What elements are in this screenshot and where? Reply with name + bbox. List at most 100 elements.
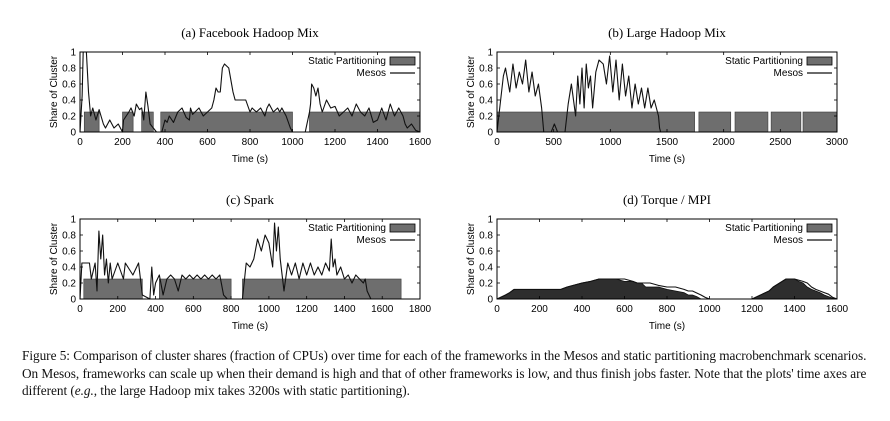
y-tick-label: 0.8 <box>62 64 76 75</box>
y-tick-label: 0.4 <box>479 96 493 107</box>
static-bar <box>83 111 100 133</box>
x-tick-label: 1200 <box>741 304 764 315</box>
legend-label-static: Static Partitioning <box>725 56 803 67</box>
x-tick-label: 2500 <box>769 137 792 148</box>
static-bar <box>122 111 134 133</box>
chart-panel-2: 0 0.2 0.4 0.6 0.8 1 0 500 1000 1500 2000 2500 3000 (b… <box>466 25 849 165</box>
x-axis-label: Time (s) <box>649 321 685 332</box>
y-tick-label: 0.4 <box>62 263 76 274</box>
x-tick-label: 800 <box>223 304 240 315</box>
y-tick-label: 0.8 <box>479 64 493 75</box>
x-tick-label: 1800 <box>409 304 432 315</box>
x-tick-label: 400 <box>157 137 174 148</box>
caption-label: Figure 5: <box>22 348 70 363</box>
mesos-line <box>79 51 421 133</box>
x-axis-label: Time (s) <box>649 154 685 165</box>
x-tick-label: 400 <box>574 304 591 315</box>
y-tick-label: 0.6 <box>62 247 76 258</box>
y-tick-label: 0 <box>487 295 493 306</box>
y-tick-label: 0.4 <box>62 96 76 107</box>
x-tick-label: 1400 <box>366 137 389 148</box>
x-tick-label: 600 <box>616 304 633 315</box>
y-tick-label: 1 <box>70 48 76 59</box>
y-tick-label: 0.6 <box>479 80 493 91</box>
x-tick-label: 0 <box>494 137 500 148</box>
x-tick-label: 0 <box>77 137 83 148</box>
x-tick-label: 1500 <box>656 137 679 148</box>
y-tick-label: 0.8 <box>479 231 493 242</box>
static-bar <box>83 278 143 300</box>
legend-label-mesos: Mesos <box>357 68 386 79</box>
y-tick-label: 0 <box>70 128 76 139</box>
x-tick-label: 1000 <box>258 304 281 315</box>
y-tick-label: 0.6 <box>479 247 493 258</box>
caption-text: Comparison of cluster shares (fraction o… <box>22 348 867 399</box>
x-tick-label: 2000 <box>713 137 736 148</box>
legend-swatch-static <box>806 223 833 233</box>
chart-title: (a) Facebook Hadoop Mix <box>181 25 319 40</box>
figure-5-charts: 00.20.40.60.810 200 400 600 800 1000 1200 1400 1… <box>49 25 849 332</box>
y-axis-label: Share of Cluster <box>466 55 477 128</box>
static-bar <box>159 278 232 300</box>
chart-panel-3: 0 0.2 0.4 0.6 0.8 1 0 200 400 600 800 1000 1200 1400 1… <box>49 192 432 332</box>
x-tick-label: 1400 <box>333 304 356 315</box>
legend-swatch-static <box>806 56 833 66</box>
legend-label-mesos: Mesos <box>774 68 803 79</box>
x-axis-label: Time (s) <box>232 154 268 165</box>
y-tick-label: 0 <box>70 295 76 306</box>
legend-label-mesos: Mesos <box>774 235 803 246</box>
static-bar <box>496 111 695 133</box>
y-tick-label: 0.8 <box>62 231 76 242</box>
static-bar <box>160 111 293 133</box>
y-tick-label: 1 <box>70 215 76 226</box>
x-tick-label: 1600 <box>371 304 394 315</box>
plot-frame <box>79 218 421 300</box>
y-tick-label: 0.4 <box>479 263 493 274</box>
y-tick-label: 1 <box>487 48 493 59</box>
x-tick-label: 600 <box>185 304 202 315</box>
y-axis-label: Share of Cluster <box>466 222 477 295</box>
static-bar <box>242 278 402 300</box>
x-tick-label: 400 <box>147 304 164 315</box>
y-axis-label: Share of Cluster <box>49 55 60 128</box>
y-tick-label: 0.2 <box>479 112 493 123</box>
chart-panel-1: 0 0.2 0.4 0.6 0.8 1 0 200 400 600 800 1000 1200 1400 1… <box>49 25 432 165</box>
mesos-line <box>496 55 837 133</box>
x-tick-label: 3000 <box>826 137 849 148</box>
x-tick-label: 600 <box>199 137 216 148</box>
x-tick-label: 0 <box>77 304 83 315</box>
x-tick-label: 500 <box>545 137 562 148</box>
static-bar <box>802 111 838 133</box>
y-tick-label: 1 <box>487 215 493 226</box>
legend-swatch-static <box>389 223 416 233</box>
x-tick-label: 1600 <box>409 137 432 148</box>
y-tick-label: 0.2 <box>62 279 76 290</box>
y-tick-label: 0.2 <box>62 112 76 123</box>
figure-caption: Figure 5: Comparison of cluster shares (… <box>22 347 874 400</box>
x-tick-label: 1000 <box>698 304 721 315</box>
chart-panel-4: 0 0.2 0.4 0.6 0.8 1 0 200 400 600 800 1000 1200 1400 1… <box>466 192 849 332</box>
legend-swatch-static <box>389 56 416 66</box>
caption-text-end: , the large Hadoop mix takes 3200s with … <box>93 383 410 399</box>
x-tick-label: 1200 <box>296 304 319 315</box>
static-bar <box>698 111 732 133</box>
chart-title: (d) Torque / MPI <box>623 192 711 207</box>
caption-italic: e.g. <box>74 383 94 399</box>
static-bar <box>770 111 802 133</box>
y-tick-label: 0.2 <box>479 279 493 290</box>
legend-label-static: Static Partitioning <box>308 223 386 234</box>
x-tick-label: 1000 <box>281 137 304 148</box>
x-tick-label: 1200 <box>324 137 347 148</box>
x-tick-label: 1000 <box>599 137 622 148</box>
x-axis-label: Time (s) <box>232 321 268 332</box>
x-tick-label: 200 <box>531 304 548 315</box>
legend-label-static: Static Partitioning <box>725 223 803 234</box>
chart-title: (b) Large Hadoop Mix <box>608 25 726 40</box>
legend-label-static: Static Partitioning <box>308 56 386 67</box>
y-tick-label: 0.6 <box>62 80 76 91</box>
x-tick-label: 200 <box>109 304 126 315</box>
x-tick-label: 0 <box>494 304 500 315</box>
chart-title: (c) Spark <box>226 192 275 207</box>
y-axis-label: Share of Cluster <box>49 222 60 295</box>
x-tick-label: 1400 <box>783 304 806 315</box>
